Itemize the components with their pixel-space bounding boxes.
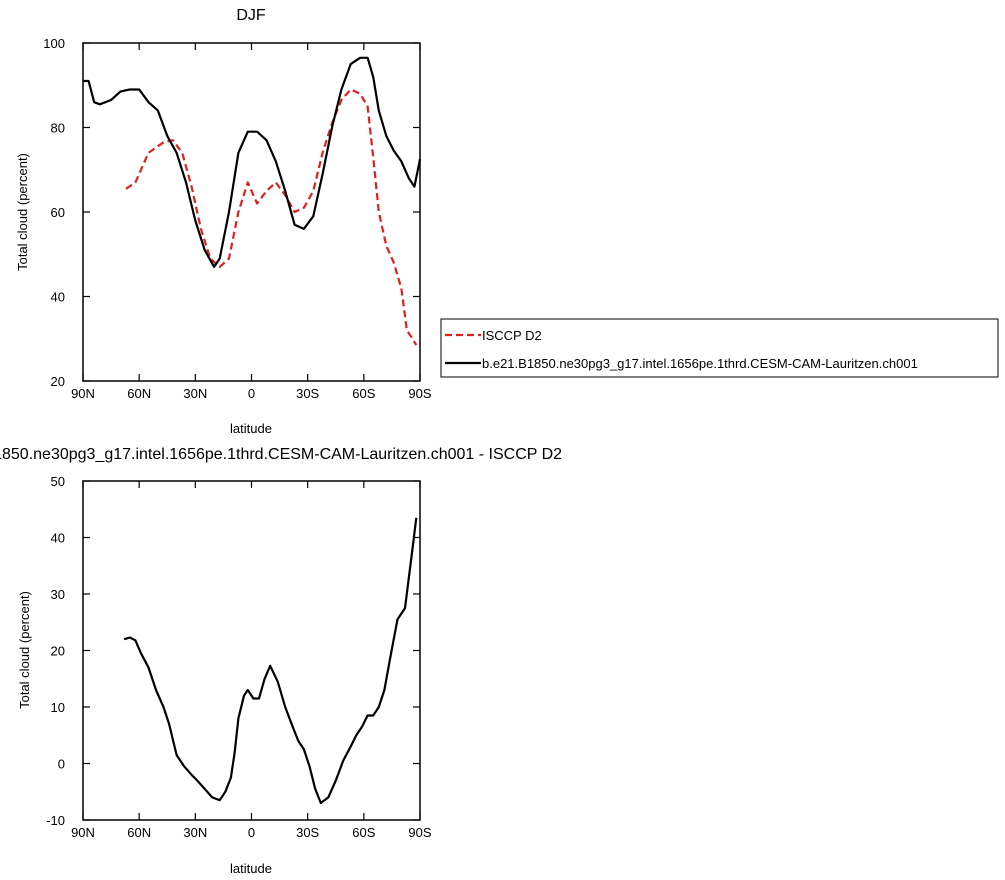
- bottom-panel-x-tick-label: 0: [248, 825, 255, 840]
- bottom-panel-x-tick-label: 90S: [408, 825, 431, 840]
- bottom-panel-y-tick-label: 20: [51, 644, 65, 659]
- legend-entry-isccp: ISCCP D2: [482, 328, 542, 343]
- bottom-panel-x-tick-label: 30S: [296, 825, 319, 840]
- top-panel-plot-frame: [82, 42, 421, 382]
- bottom-panel: b.e21.B1850.ne30pg3_g17.intel.1656pe.1th…: [0, 446, 562, 876]
- bottom-panel-y-tick-label: -10: [46, 813, 65, 828]
- bottom-panel-y-tick-label: 40: [51, 531, 65, 546]
- bottom-panel-x-tick-label: 60N: [127, 825, 151, 840]
- top-panel-x-tick-label: 60N: [127, 386, 151, 401]
- top-panel-x-tick-label: 0: [248, 386, 255, 401]
- top-panel-x-tick-label: 60S: [352, 386, 375, 401]
- legend: ISCCP D2 b.e21.B1850.ne30pg3_g17.intel.1…: [440, 318, 999, 378]
- top-panel-x-tick-label: 90S: [408, 386, 431, 401]
- bottom-panel-y-tick-label: 30: [51, 587, 65, 602]
- top-panel-x-tick-label: 30N: [183, 386, 207, 401]
- bottom-panel-y-axis-label: Total cloud (percent): [17, 591, 32, 709]
- bottom-panel-title: b.e21.B1850.ne30pg3_g17.intel.1656pe.1th…: [0, 446, 562, 463]
- top-panel-x-tick-label: 30S: [296, 386, 319, 401]
- top-panel-ticks: 90N 60N 30N 0 30S 60S 90S 20 40 60 80 100: [43, 36, 432, 401]
- bottom-panel-plot-frame: [82, 480, 421, 821]
- legend-entry-model: b.e21.B1850.ne30pg3_g17.intel.1656pe.1th…: [482, 356, 918, 371]
- bottom-panel-series-line-0: [123, 517, 418, 805]
- bottom-panel-ticks: 90N 60N 30N 0 30S 60S 90S -10 0 10 20 30 40 50: [46, 474, 432, 840]
- top-panel-x-axis-label: latitude: [230, 421, 272, 436]
- bottom-panel-y-tick-label: 0: [58, 757, 65, 772]
- bottom-panel-y-tick-label: 10: [51, 700, 65, 715]
- top-panel-y-tick-label: 100: [43, 36, 65, 51]
- top-panel-series: [83, 56, 422, 346]
- bottom-panel-x-tick-label: 90N: [71, 825, 95, 840]
- top-panel-x-tick-label: 90N: [71, 386, 95, 401]
- bottom-panel-x-axis-label: latitude: [230, 861, 272, 876]
- bottom-panel-x-tick-label: 60S: [352, 825, 375, 840]
- top-panel-series-line-0: [125, 88, 418, 346]
- top-panel-y-tick-label: 20: [51, 374, 65, 389]
- top-panel-series-line-1: [83, 56, 422, 268]
- top-panel-y-tick-label: 60: [51, 205, 65, 220]
- bottom-panel-x-tick-label: 30N: [183, 825, 207, 840]
- top-panel-y-tick-label: 40: [51, 290, 65, 305]
- top-panel-title: DJF: [236, 7, 266, 24]
- bottom-panel-y-tick-label: 50: [51, 474, 65, 489]
- bottom-panel-series: [123, 517, 418, 805]
- top-panel-y-tick-label: 80: [51, 121, 65, 136]
- top-panel-y-axis-label: Total cloud (percent): [15, 153, 30, 271]
- legend-box: [440, 318, 999, 378]
- top-panel: DJF Total cloud (percent) latitude 90N 60…: [15, 7, 432, 436]
